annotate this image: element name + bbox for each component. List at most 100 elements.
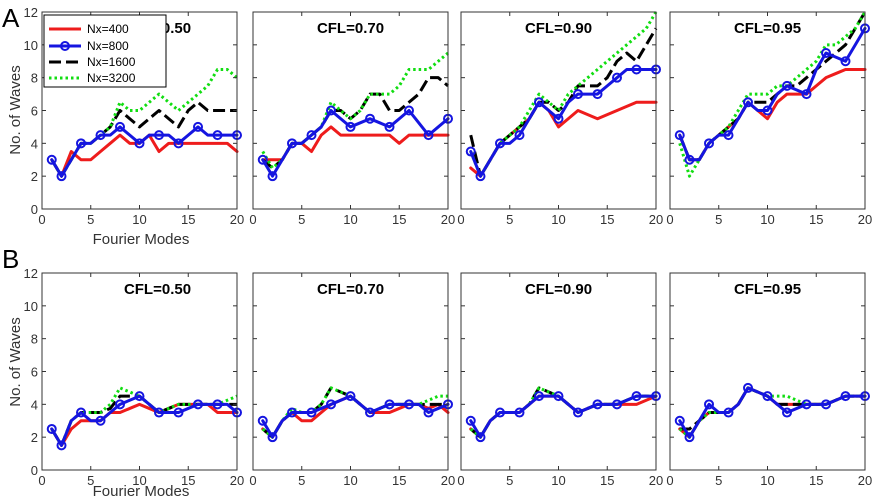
panel-b-4-xtick-label: 10 [760,473,774,488]
panel-b-3-series-2-point [631,391,642,402]
panel-a-3-series-2-point [465,146,476,157]
panel-b-2-series-2-line [261,394,450,439]
panel-b-1-ytick-label: 6 [31,365,38,380]
panel-a-4: 0 5 10 15 20 CFL=0.95 [666,11,872,227]
panel-b-1-xtick-label: 5 [87,473,94,488]
panel-a-1-series-2-point [212,130,223,141]
panel-a-1-series-2-point [193,121,203,132]
panel-a-3-series-2-point [631,64,642,75]
panel-b-2-series-2-point [404,399,414,410]
panel-b-4-series-2-point [782,407,792,418]
panel-a-4-series-2-point [801,89,812,100]
row-b-letter: B [2,244,19,274]
panel-a-3-xtick-label: 20 [649,212,663,227]
panel-a-1-ytick-label: 8 [31,71,38,86]
panel-a-4-xtick-label: 0 [666,212,673,227]
panel-b-1-series-2-point [173,407,184,418]
panel-a-4-xtick-label: 5 [715,212,722,227]
panel-b-4-series-2-point [840,391,851,402]
panel-a-4-series-2-point [782,80,792,91]
panel-b-4-series-2-point [704,399,714,410]
panel-a-2-xtick-label: 15 [392,212,406,227]
panel-a-1-series-2-point [56,171,67,182]
panel-a-4-series-2-point [723,130,734,141]
panel-b-3-xtick-label: 5 [506,473,513,488]
panel-b-4-xtick-label: 0 [666,473,673,488]
panel-a-1-xtick-label: 0 [38,212,45,227]
panel-b-3-xtick-label: 20 [649,473,663,488]
panel-a-3-xtick-label: 10 [551,212,565,227]
panel-b-1-series-2-point [95,415,106,426]
panel-b-1-series-2-line [50,394,239,447]
panel-b-3-series-2-point [465,415,476,426]
panel-b-1-xtick-label: 15 [181,473,195,488]
panel-a-3-series-2-line [469,67,658,178]
legend: Nx=400 Nx=800 Nx=1600 Nx=3200 [43,14,167,88]
panel-b-2: 0 5 10 15 20 CFL=0.70 [249,272,455,488]
panel-b-4: 0 5 10 15 20 CFL=0.95 [666,272,872,488]
panel-a-2-series-2-line [261,109,450,178]
panel-b-2-xtick-label: 10 [343,473,357,488]
panel-a-4-series-2-point [743,97,753,108]
panel-a-4-title: CFL=0.95 [734,20,801,37]
panel-b-3-series-2-point [573,407,583,418]
panel-b-1-series-2-point [212,399,223,410]
legend-label-nx3200: Nx=3200 [87,71,136,85]
panel-a-2: 0 5 10 15 20 CFL=0.70 [249,11,455,227]
panel-a-3-series-2-point [495,138,505,149]
panel-a-2-series-2-point [257,154,268,165]
panel-a-4-series-4-line [678,11,867,178]
panel-b-1: 0 5 10 15 20 0 2 4 6 8 10 12 CFL=0.50 [24,266,245,488]
panel-b-4-series-2-point [821,399,831,410]
panel-b-3-xtick-label: 15 [600,473,614,488]
panel-b-3-plot-area [461,273,656,470]
panel-b-1-series-2-point [46,423,57,434]
panel-b-2-xtick-label: 15 [392,473,406,488]
panel-b-1-title: CFL=0.50 [124,281,191,298]
panel-b-1-xtick-label: 10 [132,473,146,488]
panel-b-4-series-2-point [743,382,753,393]
panel-a-2-series-2-point [287,138,297,149]
panel-a-4-xtick-label: 15 [809,212,823,227]
panel-a-1-ytick-label: 0 [31,202,38,217]
panel-a-2-series-4-line [261,51,449,170]
panel-b-1-ytick-label: 8 [31,332,38,347]
panel-b-4-series-2-point [684,432,695,443]
panel-a-1-series-2-point [76,138,86,149]
panel-b-4-title: CFL=0.95 [734,281,801,298]
panel-b-2-xtick-label: 20 [441,473,455,488]
panel-a-1-series-2-line [50,125,239,178]
panel-b-1-ytick-label: 12 [24,266,38,281]
row-b-xlabel: Fourier Modes [93,483,190,500]
panel-b-3-series-2-point [612,399,622,410]
panel-a-3-xtick-label: 15 [600,212,614,227]
panel-b-2-series-2-point [365,407,375,418]
panel-a-1-series-2-point [46,154,57,165]
panel-b-2-xtick-label: 0 [249,473,256,488]
panel-b-3-series-2-point [475,432,486,443]
panel-a-4-series-2-point [674,130,685,141]
row-a-letter: A [2,3,20,33]
panel-a-3-series-2-point [514,130,525,141]
panel-b-1-xtick-label: 20 [230,473,244,488]
panel-b-2-series-2-point [326,399,336,410]
panel-b-1-series-2-point [76,407,86,418]
panel-a-1-xtick-label: 20 [230,212,244,227]
panel-b-2-series-2-point [306,407,317,418]
legend-label-nx1600: Nx=1600 [87,55,136,69]
panel-a-1-series-2-point [154,130,164,141]
panel-b-3-xtick-label: 10 [551,473,565,488]
panel-a-1-ytick-label: 2 [31,169,38,184]
panel-b-1-ytick-label: 4 [31,397,38,412]
row-a-ylabel: No. of Waves [7,65,24,154]
panel-a-2-xtick-label: 5 [298,212,305,227]
panel-a-4-xtick-label: 20 [858,212,872,227]
panel-b-2-series-2-point [423,407,434,418]
row-a-xlabel: Fourier Modes [93,231,190,248]
panel-b-3-xtick-label: 0 [457,473,464,488]
panel-a-4-series-2-point [762,105,773,116]
panel-a-1-series-2-point [95,130,106,141]
panel-a-2-series-2-point [365,113,375,124]
panel-b-4-series-2-point [762,391,773,402]
panel-a-4-series-2-point [840,56,851,67]
